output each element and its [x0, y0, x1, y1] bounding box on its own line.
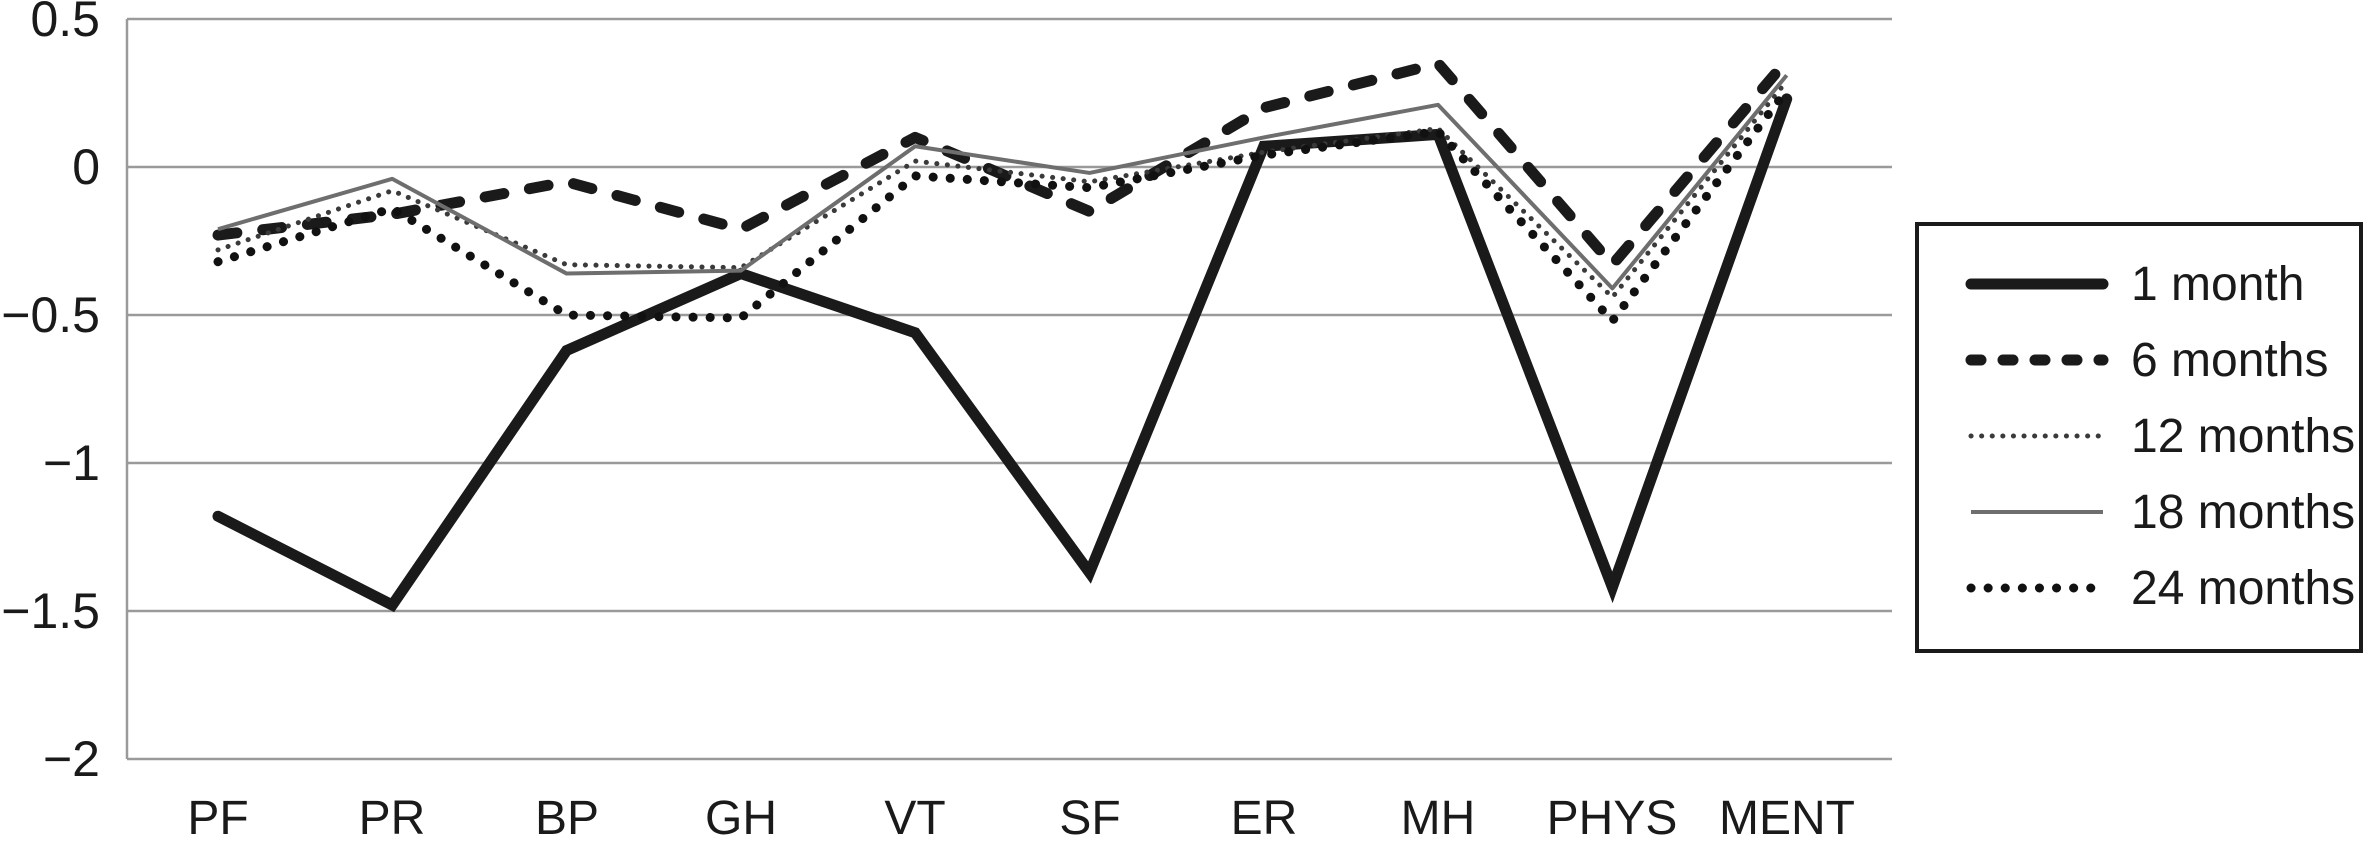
x-axis-category-label: SF: [1059, 792, 1121, 845]
x-axis-category-label: GH: [705, 792, 777, 845]
x-axis-category-label: BP: [534, 792, 600, 845]
series-line-24-months: [213, 85, 1792, 326]
legend-label: 12 months: [2131, 409, 2356, 463]
x-axis-category-label: MENT: [1719, 792, 1855, 845]
legend-swatch-24-months-icon: [1966, 583, 2108, 593]
legend-swatch-12-months-icon: [1968, 433, 2106, 439]
legend: 1 month 6 months 12 months 18 months 24 …: [1915, 222, 2363, 653]
y-axis-tick-label: 0: [72, 139, 100, 195]
y-axis-tick-label: 0.5: [30, 0, 100, 47]
x-axis-category-label: PF: [187, 792, 249, 845]
legend-label: 24 months: [2131, 561, 2356, 615]
x-axis-category-label: ER: [1230, 792, 1298, 845]
legend-label: 6 months: [2131, 333, 2329, 387]
legend-swatch-6-months-icon: [1965, 354, 2109, 366]
y-axis-tick-label: −2: [42, 731, 100, 787]
legend-row: 12 months: [1965, 398, 2359, 474]
series-line-6-months: [212, 54, 1793, 271]
y-axis-tick-label: −0.5: [1, 287, 100, 343]
legend-row: 18 months: [1965, 474, 2359, 550]
y-axis-tick-label: −1.5: [1, 583, 100, 639]
x-axis-category-label: MH: [1400, 792, 1476, 845]
series-line-18-months: [217, 73, 1789, 291]
legend-row: 1 month: [1965, 246, 2359, 322]
series-line-1-month: [212, 93, 1793, 613]
x-axis-category-label: PR: [358, 792, 426, 845]
x-axis-category-label: PHYS: [1546, 792, 1678, 845]
legend-row: 24 months: [1965, 550, 2359, 626]
legend-label: 18 months: [2131, 485, 2356, 539]
legend-swatch-1-month-icon: [1965, 278, 2109, 290]
series-line-12-months: [215, 78, 1790, 300]
x-axis-category-label: VT: [884, 792, 946, 845]
y-axis-tick-label: −1: [42, 435, 100, 491]
legend-label: 1 month: [2131, 257, 2305, 311]
legend-swatch-18-months-icon: [1971, 510, 2103, 514]
legend-row: 6 months: [1965, 322, 2359, 398]
